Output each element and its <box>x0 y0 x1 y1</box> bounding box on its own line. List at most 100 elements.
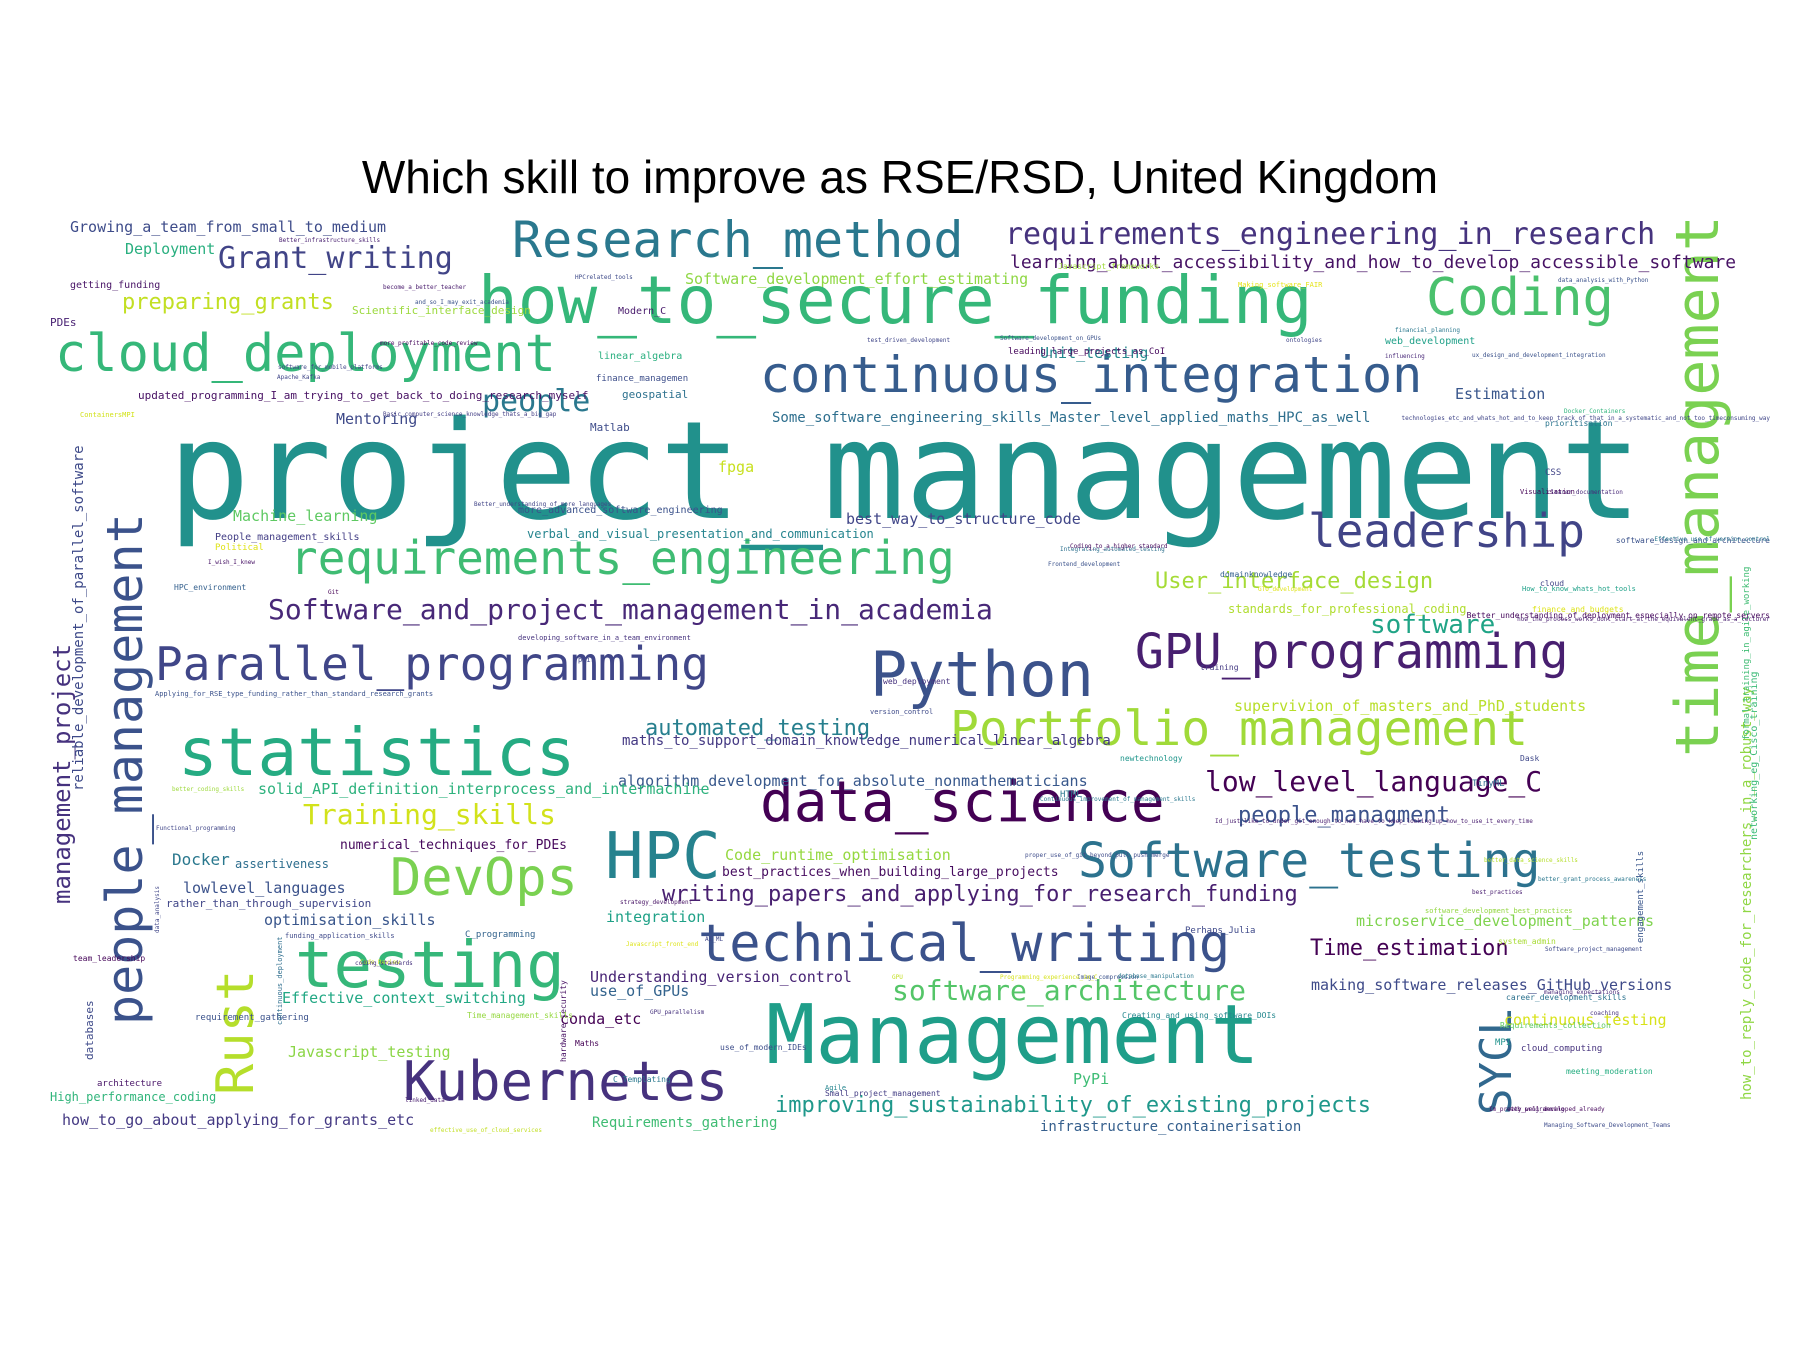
word-requirements-engineering: requirements_engineering <box>290 531 955 585</box>
word-parallel-programming: Parallel_programming <box>155 637 709 691</box>
word-visualisation: Visualisation <box>1520 488 1575 496</box>
word-how-the-process-works-dont-start-at-the-: how_the_process_works_dont_start_at_the_… <box>1517 616 1770 623</box>
word-mpi: MPI <box>1495 1038 1512 1048</box>
word-microservice-development-patterns: microservice_development_patterns <box>1356 912 1655 930</box>
word-containersmpi: ContainersMPI <box>80 411 135 419</box>
word-best-practices-when-building-large-proje: best_practices_when_building_large_proje… <box>722 865 1059 880</box>
word-css: CSS <box>1545 468 1562 478</box>
word-getting-funding: getting_funding <box>70 280 161 291</box>
word-better-understanding-of-deployment-espec: Better_understanding_of_deployment_espec… <box>1466 611 1770 620</box>
word-ux-design-and-development-integration: ux_design_and_development_integration <box>1472 352 1606 359</box>
word-people-management-skills: People_management_skills <box>215 532 360 543</box>
word-image-compression: Image_compression <box>1077 974 1139 981</box>
word-perhaps-julia: Perhaps_Julia <box>1185 926 1256 936</box>
word-devops: DevOps <box>390 848 578 908</box>
word-preparing-grants: preparing_grants <box>122 290 334 315</box>
word-rust: Rust <box>206 969 266 1095</box>
word-growing-a-team-from-small-to-medium: Growing_a_team_from_small_to_medium <box>70 218 387 236</box>
word-dask: Dask <box>1520 754 1540 763</box>
word-effective-context-switching: Effective_context_switching <box>282 989 526 1007</box>
word-ontologies: ontologies <box>1286 337 1323 344</box>
word-software-architecture: software_architecture <box>892 974 1247 1007</box>
word-solid-api-definition-interprocess-and-in: solid_API_definition_interprocess_and_in… <box>258 780 710 798</box>
word-gpu-parallelism: GPU_parallelism <box>650 1009 705 1016</box>
word-geospatial: geospatial <box>622 388 689 401</box>
word-pair: pair <box>578 656 595 664</box>
word-formal-training-in-agile-working: formal_training_in_agile_working <box>1742 566 1752 740</box>
word-managing-expectations: managing_expectations <box>1544 989 1620 996</box>
word-software-design-and-architecture: software_design_and_architecture <box>1615 536 1770 545</box>
word-database-manipulation: database_manipulation <box>1118 973 1194 980</box>
word-coding: Coding <box>1426 268 1614 328</box>
word-understanding-version-control: Understanding_version_control <box>590 968 852 986</box>
word-web-programming: web_programming <box>1510 1106 1565 1113</box>
word-software-for-mobile-platforms: software_for_mobile_platforms <box>278 364 383 371</box>
word-system-admin: system_admin <box>1498 937 1556 946</box>
word-political: Political <box>215 543 264 553</box>
word-supervivion-of-masters-and-phd-students: supervivion_of_masters_and_PhD_students <box>1234 697 1587 715</box>
word-data-science: data_science <box>760 770 1165 835</box>
word-conda-etc: conda_etc <box>560 1010 642 1028</box>
word-standards-for-professional-coding: standards_for_professional_coding <box>1228 602 1467 616</box>
word-requirements-engineering-in-research: requirements_engineering_in_research <box>1005 217 1656 252</box>
word-career-development-skills: career_development_skills <box>1506 993 1627 1002</box>
word-web-deployment: web_deployment <box>883 677 951 686</box>
word-apache-kafka: Apache_Kafka <box>277 374 321 381</box>
word-leadership: leadership <box>1308 504 1585 558</box>
word-high-performance-coding: High_performance_coding <box>50 1090 217 1104</box>
word-updated-programming-i-am-trying-to-get-b: updated_programming_I_am_trying_to_get_b… <box>138 389 589 402</box>
word-strategy-development: strategy_development <box>620 899 693 906</box>
word-leading-large-projects-as-coi: leading_large_projects_as_CoI <box>1008 347 1166 357</box>
word-better-understanding-of-more-languages: Better_understanding_of_more_languages <box>474 501 612 508</box>
word-become-a-better-teacher: become_a_better_teacher <box>383 284 467 291</box>
word-funding-application-skills: funding_application_skills <box>285 932 395 940</box>
word-project-management: project_management <box>168 393 1642 551</box>
word-unit-testing: Unit_testing <box>1040 344 1149 362</box>
word-better-infrastructure-skills: Better_infrastructure_skills <box>279 237 381 244</box>
word-algorithm-development-for-absolute-nonma: algorithm_development_for_absolute_nonma… <box>618 772 1088 790</box>
word-scientific-interface-design: Scientific_interface_design <box>352 304 531 317</box>
word-coding-to-a-higher-standard: Coding_to_a_higher_standard <box>1070 543 1168 550</box>
word-time-estimation: Time_estimation <box>1310 936 1509 961</box>
word-clearer-documentation: clearer_documentation <box>1547 489 1623 496</box>
word-frontend-development: Frontend_development <box>1048 561 1121 568</box>
word-finance-managemen: finance_managemen <box>596 374 689 384</box>
word-proper-use-of-git-beyond-pull-push-merge: proper_use_of_git_beyond_pull_push_merge <box>1025 852 1170 859</box>
word-prioritisation: prioritisation <box>1545 419 1613 428</box>
word-javascript-testing: Javascript_testing <box>288 1043 451 1061</box>
word-docker: Docker <box>172 850 230 869</box>
word-automated-testing: automated_testing <box>645 716 871 741</box>
word-lowlevel-languages: lowlevel_languages <box>183 879 346 897</box>
word-better-data-science-skills: better_data_science_skills <box>1484 857 1578 864</box>
word-docker-containers: Docker_Containers <box>1564 408 1626 415</box>
word-continuous-testing: continuous_testing <box>1504 1011 1667 1029</box>
word-integration: integration <box>606 908 706 926</box>
word-grant-writing: Grant_writing <box>218 241 453 276</box>
word-best-way-to-structure-code: best_way_to_structure_code <box>846 510 1081 528</box>
word-people-managment: people_managment <box>1238 803 1450 828</box>
word-hpcrelated-tools: HPCrelated_tools <box>575 274 633 281</box>
word-version-control: version_control <box>870 708 934 716</box>
word-id-just-like-to-under-git-enough-to-not-: Id_just_like_to_under_git_enough_to_not_… <box>1215 818 1533 825</box>
word-optimisation-skills: optimisation_skills <box>264 911 436 929</box>
word-requirements-collection: Requirements_collection <box>1500 1021 1611 1030</box>
word-programming-experience-in-c: Programming_experience_in_C <box>1000 974 1098 981</box>
word-web-development: web_development <box>1385 336 1476 347</box>
word-newtechnology: newtechnology <box>1120 754 1183 763</box>
word-managing-software-development-teams: Managing_Software_Development_Teams <box>1544 1122 1671 1129</box>
word-developing-software-in-a-team-environmen: developing_software_in_a_team_environmen… <box>518 634 691 642</box>
word-kubernetes: Kubernetes <box>403 1050 729 1113</box>
word-improving-sustainability-of-existing-pro: improving_sustainability_of_existing_pro… <box>775 1093 1372 1118</box>
word-coaching: coaching <box>1590 1010 1619 1017</box>
word-how-to-know-whats-hot-tools: How_to_know_whats_hot_tools <box>1522 585 1636 593</box>
wordcloud-title: Which skill to improve as RSE/RSD, Unite… <box>361 151 1439 203</box>
word-effective-use-of-version-control: Effective_use_of_version_control <box>1654 536 1770 543</box>
word-use-of-modern-ides: use_of_modern_IDEs <box>720 1043 807 1052</box>
word-software-development-effort-estimating: Software_development_effort_estimating <box>685 270 1029 288</box>
word-cloud-computing: cloud_computing <box>1521 1044 1603 1054</box>
word-continuous-improvement-of-management-ski: Continuous_improvement_of_management_ski… <box>1040 796 1196 803</box>
word-integrating-automated-testing: Integrating_automated_testing <box>1060 546 1165 553</box>
word-data-analysis-with-python: data_analysis_with_Python <box>1558 277 1649 284</box>
word-software-project-management: Software_project_management <box>1545 946 1643 953</box>
word-software-and-project-management-in-acade: Software_and_project_management_in_acade… <box>268 593 993 626</box>
